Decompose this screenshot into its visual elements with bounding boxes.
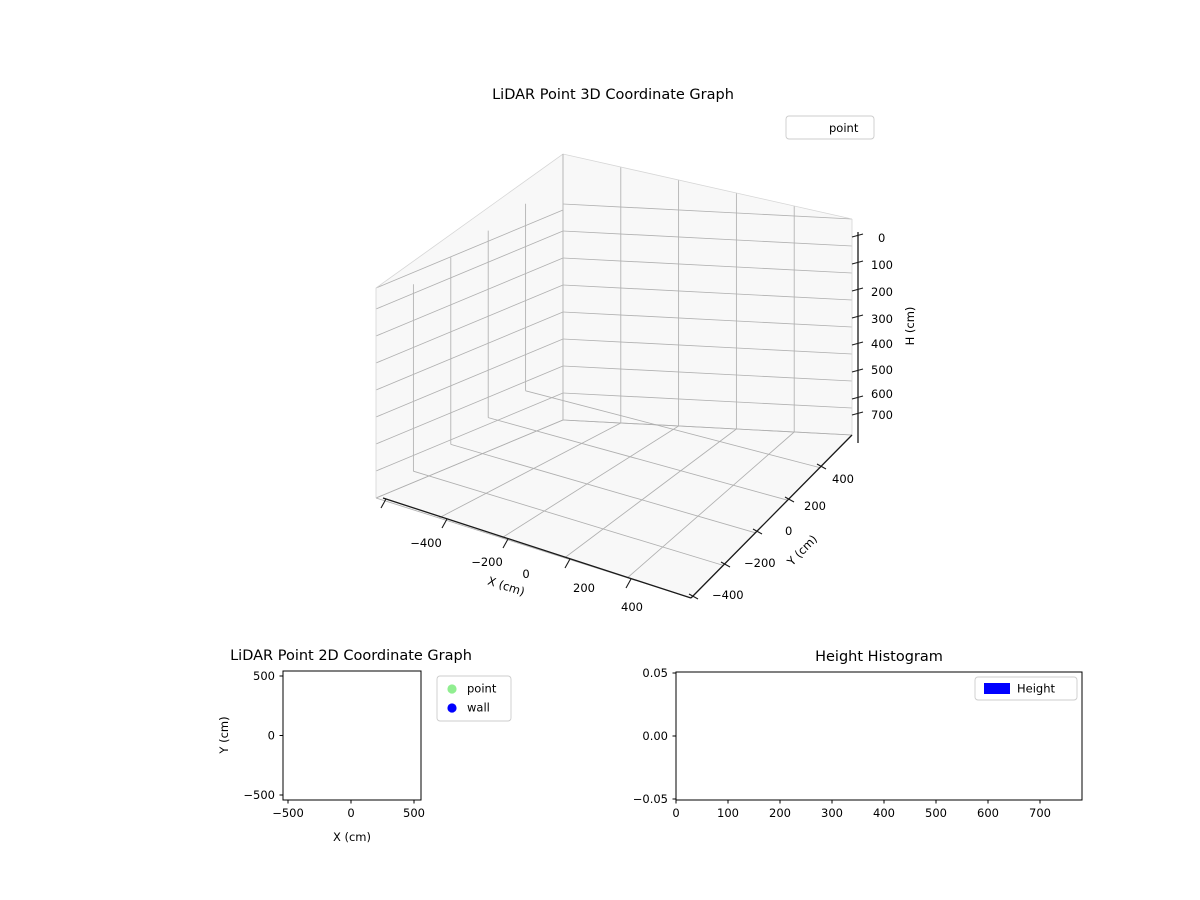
plot2d-ytick-label: −500 <box>243 788 275 802</box>
plot2d-yticklabels: 500 0 −500 <box>243 669 275 802</box>
histogram-xtick-label: 600 <box>977 806 999 820</box>
plot2d-ytick-label: 500 <box>253 669 275 683</box>
xtick-label: −200 <box>471 555 503 569</box>
legend-histogram-swatch <box>984 683 1010 694</box>
legend-2d-label-wall: wall <box>467 701 490 715</box>
plot2d-xtick-label: 0 <box>347 806 354 820</box>
histogram-title: Height Histogram <box>815 649 943 665</box>
axis-z-ticks <box>851 233 864 416</box>
axis-x-label: X (cm) <box>486 574 527 599</box>
grid-wall-right-vertical <box>620 167 795 432</box>
grid-wall-left-horizontal <box>375 209 564 499</box>
ytick-label: 0 <box>785 524 792 538</box>
axes-2d[interactable]: 500 0 −500 −500 0 500 X (cm) Y (cm) LiDA… <box>217 648 512 844</box>
legend-3d-label: point <box>829 121 859 135</box>
histogram-xtick-label: 0 <box>672 806 679 820</box>
plot2d-title: LiDAR Point 2D Coordinate Graph <box>230 648 472 664</box>
xtick-label: 400 <box>621 600 643 614</box>
plot2d-xtick-label: 500 <box>403 806 425 820</box>
pane-xz-back <box>376 154 563 498</box>
ztick-label: 200 <box>871 285 893 299</box>
plot2d-ytick-label: 0 <box>268 729 275 743</box>
axis-x-ticklabels: −400 −200 0 200 400 <box>410 536 643 614</box>
legend-histogram-label: Height <box>1017 682 1056 696</box>
legend-2d-label-point: point <box>467 682 497 696</box>
ytick-label: 400 <box>832 472 854 486</box>
plot3d-title: LiDAR Point 3D Coordinate Graph <box>492 87 734 103</box>
plot2d-xtickmarks <box>287 800 415 804</box>
histogram-ytick-label: −0.05 <box>633 792 668 806</box>
ytick-label: −400 <box>712 588 744 602</box>
ztick-label: 400 <box>871 337 893 351</box>
histogram-xtick-label: 300 <box>821 806 843 820</box>
xtick-label: 0 <box>522 567 529 581</box>
histogram-yticklabels: 0.05 0.00 −0.05 <box>633 666 668 806</box>
axis-z-label: H (cm) <box>903 307 917 346</box>
axes-3d[interactable]: −400 −200 0 200 400 X (cm) −400 −200 0 2… <box>375 87 917 614</box>
legend-histogram[interactable]: Height <box>974 676 1078 701</box>
plot2d-xaxis-label: X (cm) <box>333 830 371 844</box>
histogram-ytick-label: 0.00 <box>642 729 668 743</box>
ztick-label: 600 <box>871 387 893 401</box>
histogram-xtick-label: 500 <box>925 806 947 820</box>
legend-2d-marker-point <box>447 684 457 694</box>
pane-xy-floor <box>376 420 852 598</box>
legend-3d-box[interactable] <box>785 115 875 140</box>
grid-wall-right-horizontal <box>562 203 853 436</box>
histogram-xtick-label: 200 <box>769 806 791 820</box>
axis-y-line <box>690 434 853 599</box>
plot2d-yaxis-label: Y (cm) <box>217 716 231 754</box>
ztick-label: 100 <box>871 258 893 272</box>
axis-y-ticklabels: −400 −200 0 200 400 <box>712 472 854 602</box>
plot2d-frame <box>282 670 422 801</box>
legend-histogram-box[interactable] <box>974 676 1078 701</box>
histogram-xtick-label: 400 <box>873 806 895 820</box>
ztick-label: 0 <box>878 231 885 245</box>
ztick-label: 500 <box>871 363 893 377</box>
histogram-xtickmarks <box>675 800 1041 804</box>
plot2d-xtick-label: −500 <box>272 806 304 820</box>
histogram-ytick-label: 0.05 <box>642 666 668 680</box>
xtick-label: 200 <box>573 581 595 595</box>
legend-2d-marker-wall <box>447 703 457 713</box>
axis-x-ticks <box>380 498 632 589</box>
plot2d-xticklabels: −500 0 500 <box>272 806 425 820</box>
histogram-xtick-label: 700 <box>1029 806 1051 820</box>
ytick-label: 200 <box>804 499 826 513</box>
legend-2d[interactable]: point wall <box>436 675 512 722</box>
ztick-label: 700 <box>871 408 893 422</box>
axes-histogram[interactable]: 0.05 0.00 −0.05 0 100 200 300 400 5 <box>633 649 1083 820</box>
pane-yz-back <box>563 154 852 435</box>
legend-3d[interactable]: point <box>785 115 875 140</box>
axis-z-ticklabels: 0 100 200 300 400 500 600 700 <box>871 231 893 422</box>
ytick-label: −200 <box>744 556 776 570</box>
histogram-xticklabels: 0 100 200 300 400 500 600 700 <box>672 806 1051 820</box>
axis-y-ticks <box>688 463 827 600</box>
axis-x-line <box>382 497 692 599</box>
histogram-xtick-label: 100 <box>717 806 739 820</box>
histogram-ytickmarks <box>672 672 676 800</box>
ztick-label: 300 <box>871 312 893 326</box>
xtick-label: −400 <box>410 536 442 550</box>
plot2d-ytickmarks <box>279 675 283 796</box>
